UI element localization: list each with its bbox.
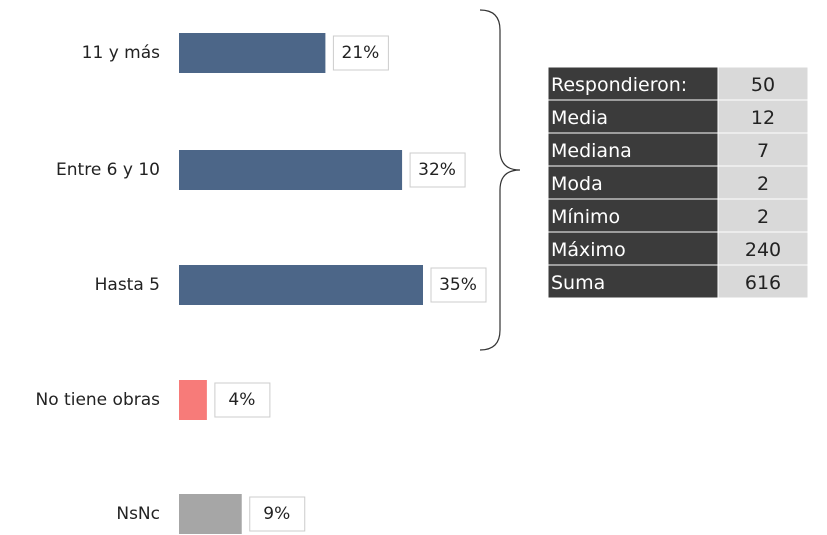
table-cell <box>717 264 809 299</box>
table-cell <box>717 132 809 167</box>
category-label: Entre 6 y 10 <box>56 160 160 180</box>
table-value: 12 <box>751 107 775 129</box>
table-label: Suma <box>551 272 605 294</box>
table-cell <box>717 66 809 101</box>
table-cell <box>547 132 719 167</box>
table-cell <box>717 165 809 200</box>
table-value: 7 <box>757 140 769 162</box>
value-label: 21% <box>342 43 380 63</box>
table-cell <box>717 99 809 134</box>
table-value: 2 <box>757 173 769 195</box>
bar <box>179 380 207 420</box>
bar <box>179 494 242 534</box>
table-label: Mediana <box>551 140 632 162</box>
table-cell <box>547 264 719 299</box>
value-label: 35% <box>439 275 477 295</box>
table-cell <box>547 66 719 101</box>
value-label-box <box>430 267 487 303</box>
table-label: Máximo <box>551 239 626 261</box>
table-label: Media <box>551 107 608 129</box>
value-label-box <box>249 496 306 532</box>
category-label: NsNc <box>116 504 160 524</box>
brace <box>479 9 521 351</box>
value-label: 4% <box>228 390 255 410</box>
table-cell <box>547 198 719 233</box>
value-label-box <box>332 35 389 71</box>
value-label-box <box>214 382 271 418</box>
table-label: Moda <box>551 173 603 195</box>
value-label: 32% <box>418 160 456 180</box>
table-label: Respondieron: <box>551 74 687 96</box>
table-cell <box>717 198 809 233</box>
category-label: 11 y más <box>82 43 160 63</box>
value-label-box <box>409 152 466 188</box>
table-value: 2 <box>757 206 769 228</box>
table-value: 240 <box>745 239 781 261</box>
value-label: 9% <box>263 504 290 524</box>
category-label: Hasta 5 <box>95 275 160 295</box>
table-value: 50 <box>751 74 775 96</box>
bar <box>179 265 423 305</box>
category-label: No tiene obras <box>36 390 161 410</box>
bar <box>179 33 326 73</box>
table-value: 616 <box>745 272 781 294</box>
table-label: Mínimo <box>551 206 620 228</box>
bar <box>179 150 403 190</box>
